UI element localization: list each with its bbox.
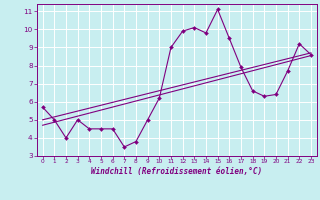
X-axis label: Windchill (Refroidissement éolien,°C): Windchill (Refroidissement éolien,°C) — [91, 167, 262, 176]
